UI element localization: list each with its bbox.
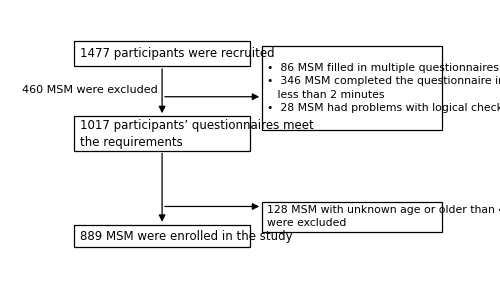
Text: •  86 MSM filled in multiple questionnaires
•  346 MSM completed the questionnai: • 86 MSM filled in multiple questionnair… xyxy=(266,63,500,113)
FancyBboxPatch shape xyxy=(262,46,442,130)
Text: 460 MSM were excluded: 460 MSM were excluded xyxy=(22,85,158,95)
Text: 1017 participants’ questionnaires meet
the requirements: 1017 participants’ questionnaires meet t… xyxy=(80,119,314,148)
FancyBboxPatch shape xyxy=(74,117,250,150)
Text: 889 MSM were enrolled in the study: 889 MSM were enrolled in the study xyxy=(80,230,292,243)
FancyBboxPatch shape xyxy=(74,41,250,66)
FancyBboxPatch shape xyxy=(262,202,442,232)
Text: 1477 participants were recruited: 1477 participants were recruited xyxy=(80,47,274,60)
FancyBboxPatch shape xyxy=(74,225,250,247)
Text: 128 MSM with unknown age or older than 45
were excluded: 128 MSM with unknown age or older than 4… xyxy=(266,205,500,229)
